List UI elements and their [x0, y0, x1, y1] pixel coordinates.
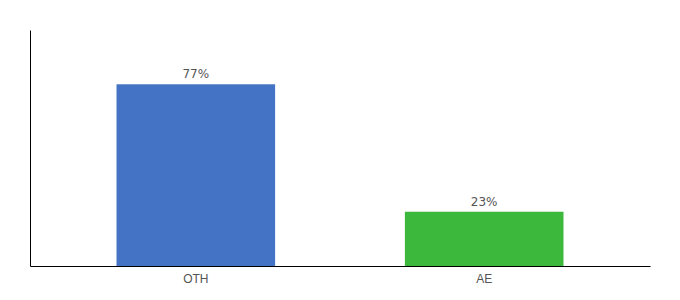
x-axis: OTH AE [31, 267, 651, 286]
data-labels: 77% 23% [182, 67, 497, 208]
y-axis [30, 31, 31, 267]
x-tick: OTH [183, 272, 208, 286]
bars [117, 84, 564, 266]
plot: OTH AE 77% 23% [31, 31, 651, 286]
data-label: 77% [182, 67, 209, 81]
x-axis-line [31, 266, 651, 267]
y-axis-line [30, 31, 31, 267]
bar [405, 212, 564, 266]
x-tick-label: AE [476, 272, 492, 286]
x-tick: AE [476, 272, 492, 286]
chart: OTH AE 77% 23% [0, 0, 680, 300]
x-tick-label: OTH [183, 272, 208, 286]
data-label: 23% [471, 195, 498, 209]
bar [117, 84, 276, 266]
